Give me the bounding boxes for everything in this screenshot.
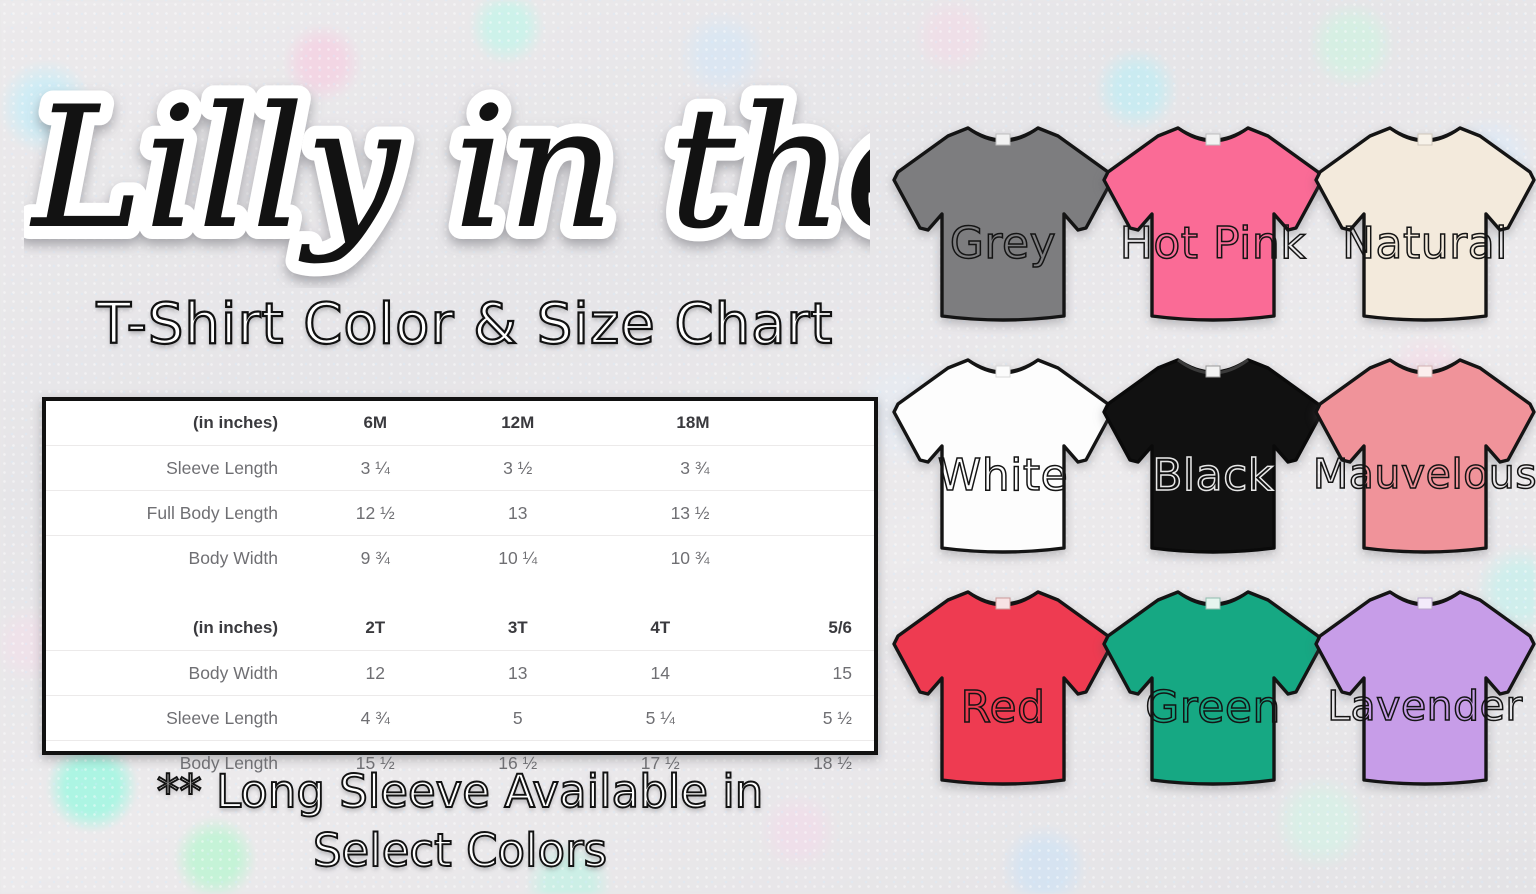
- shirt-swatch-black[interactable]: Black: [1100, 342, 1326, 567]
- shirt-swatch-mauvelous[interactable]: Mauvelous: [1312, 342, 1536, 567]
- row-label: Body Width: [46, 650, 304, 696]
- toddler-header-row: (in inches) 2T 3T 4T 5/6: [46, 606, 874, 651]
- logo-text-outline: Lilly in the Atley: [29, 70, 870, 266]
- cell-value: 3 ¾: [589, 445, 732, 491]
- cell-value: 13: [446, 650, 589, 696]
- swatch-row-3: Red Green Lavender: [888, 574, 1536, 804]
- cell-value: 5 ½: [731, 695, 874, 741]
- swatch-label: Green: [1144, 681, 1281, 734]
- swatch-label: Hot Pink: [1119, 217, 1307, 270]
- cell-value: 18 ½: [731, 740, 874, 785]
- size-chart-table: (in inches) 6M 12M 18M Sleeve Length 3 ¼…: [42, 397, 878, 785]
- cell-spacer: [731, 535, 874, 580]
- table-row: Body Length 15 ½ 16 ½ 17 ½ 18 ½: [46, 740, 874, 785]
- shirt-swatch-lavender[interactable]: Lavender: [1312, 574, 1536, 799]
- cell-value: 3 ½: [446, 445, 589, 491]
- row-label: Sleeve Length: [46, 695, 304, 741]
- cell-value: 12 ½: [304, 490, 447, 536]
- cell-spacer: [731, 445, 874, 491]
- table-row: Full Body Length 12 ½ 13 13 ½: [46, 490, 874, 536]
- cell-value: 3 ¼: [304, 445, 447, 491]
- infant-header-18m: 18M: [676, 413, 710, 432]
- toddler-header-2t: 2T: [365, 618, 386, 637]
- swatch-label: Red: [960, 681, 1046, 734]
- long-sleeve-note: ** Long Sleeve Available in Select Color…: [90, 762, 830, 881]
- swatch-row-1: Grey Hot Pink Natural: [888, 110, 1536, 340]
- table-row: Body Width 9 ¾ 10 ¼ 10 ¾: [46, 535, 874, 580]
- cell-value: 10 ¼: [446, 535, 589, 580]
- note-line-2: Select Colors: [312, 823, 608, 878]
- cell-value: 5 ¼: [589, 695, 732, 741]
- cell-value: 12: [304, 650, 447, 696]
- swatch-label: Lavender: [1326, 681, 1523, 731]
- note-line-1: ** Long Sleeve Available in: [156, 764, 764, 819]
- table-section-gap: [46, 580, 874, 606]
- row-label: Body Width: [46, 535, 304, 580]
- shirt-swatch-grey[interactable]: Grey: [890, 110, 1116, 335]
- infant-header-12m: 12M: [501, 413, 535, 432]
- cell-value: 13: [446, 490, 589, 536]
- shirt-swatch-hot-pink[interactable]: Hot Pink: [1100, 110, 1326, 335]
- infant-header-spacer: [732, 401, 875, 446]
- shirt-swatch-white[interactable]: White: [890, 342, 1116, 567]
- size-chart-grid: (in inches) 6M 12M 18M Sleeve Length 3 ¼…: [46, 401, 874, 785]
- gap-cell: [46, 580, 874, 606]
- swatch-label: Natural: [1341, 217, 1508, 270]
- swatch-label: White: [937, 449, 1069, 502]
- cell-value: 9 ¾: [304, 535, 447, 580]
- cell-value: 16 ½: [446, 740, 589, 785]
- toddler-header-56: 5/6: [828, 618, 852, 637]
- brand-logo: Lilly in the Atley Lilly in the Atley: [24, 58, 870, 288]
- cell-value: 15 ½: [304, 740, 447, 785]
- cell-value: 5: [446, 695, 589, 741]
- cell-value: 10 ¾: [589, 535, 732, 580]
- swatch-label: Black: [1151, 449, 1274, 502]
- shirt-swatch-green[interactable]: Green: [1100, 574, 1326, 799]
- table-row: Sleeve Length 3 ¼ 3 ½ 3 ¾: [46, 445, 874, 491]
- row-label: Full Body Length: [46, 490, 304, 536]
- cell-value: 15: [731, 650, 874, 696]
- swatch-label: Grey: [949, 217, 1057, 270]
- left-panel: Lilly in the Atley Lilly in the Atley T-…: [24, 58, 878, 881]
- cell-value: 4 ¾: [304, 695, 447, 741]
- shirt-swatch-red[interactable]: Red: [890, 574, 1116, 799]
- row-label: Sleeve Length: [46, 445, 304, 491]
- infant-header-6m: 6M: [363, 413, 388, 432]
- toddler-header-3t: 3T: [507, 618, 528, 637]
- infant-header-unit: (in inches): [192, 413, 278, 432]
- row-label: Body Length: [46, 740, 304, 785]
- toddler-header-unit: (in inches): [192, 618, 278, 637]
- cell-value: 17 ½: [589, 740, 732, 785]
- swatch-row-2: White Black Mauvelous: [888, 342, 1536, 572]
- table-row: Body Width 12 13 14 15: [46, 650, 874, 696]
- swatch-label: Mauvelous: [1312, 449, 1536, 499]
- cell-spacer: [731, 490, 874, 536]
- color-swatch-grid: Grey Hot Pink Natural: [888, 110, 1536, 840]
- cell-value: 14: [589, 650, 732, 696]
- toddler-header-4t: 4T: [650, 618, 671, 637]
- infant-header-row: (in inches) 6M 12M 18M: [46, 401, 874, 446]
- cell-value: 13 ½: [589, 490, 732, 536]
- page-subtitle: T-Shirt Color & Size Chart: [96, 291, 834, 358]
- shirt-swatch-natural[interactable]: Natural: [1312, 110, 1536, 335]
- table-row: Sleeve Length 4 ¾ 5 5 ¼ 5 ½: [46, 695, 874, 741]
- logo-text-fill: Lilly in the Atley: [29, 70, 870, 266]
